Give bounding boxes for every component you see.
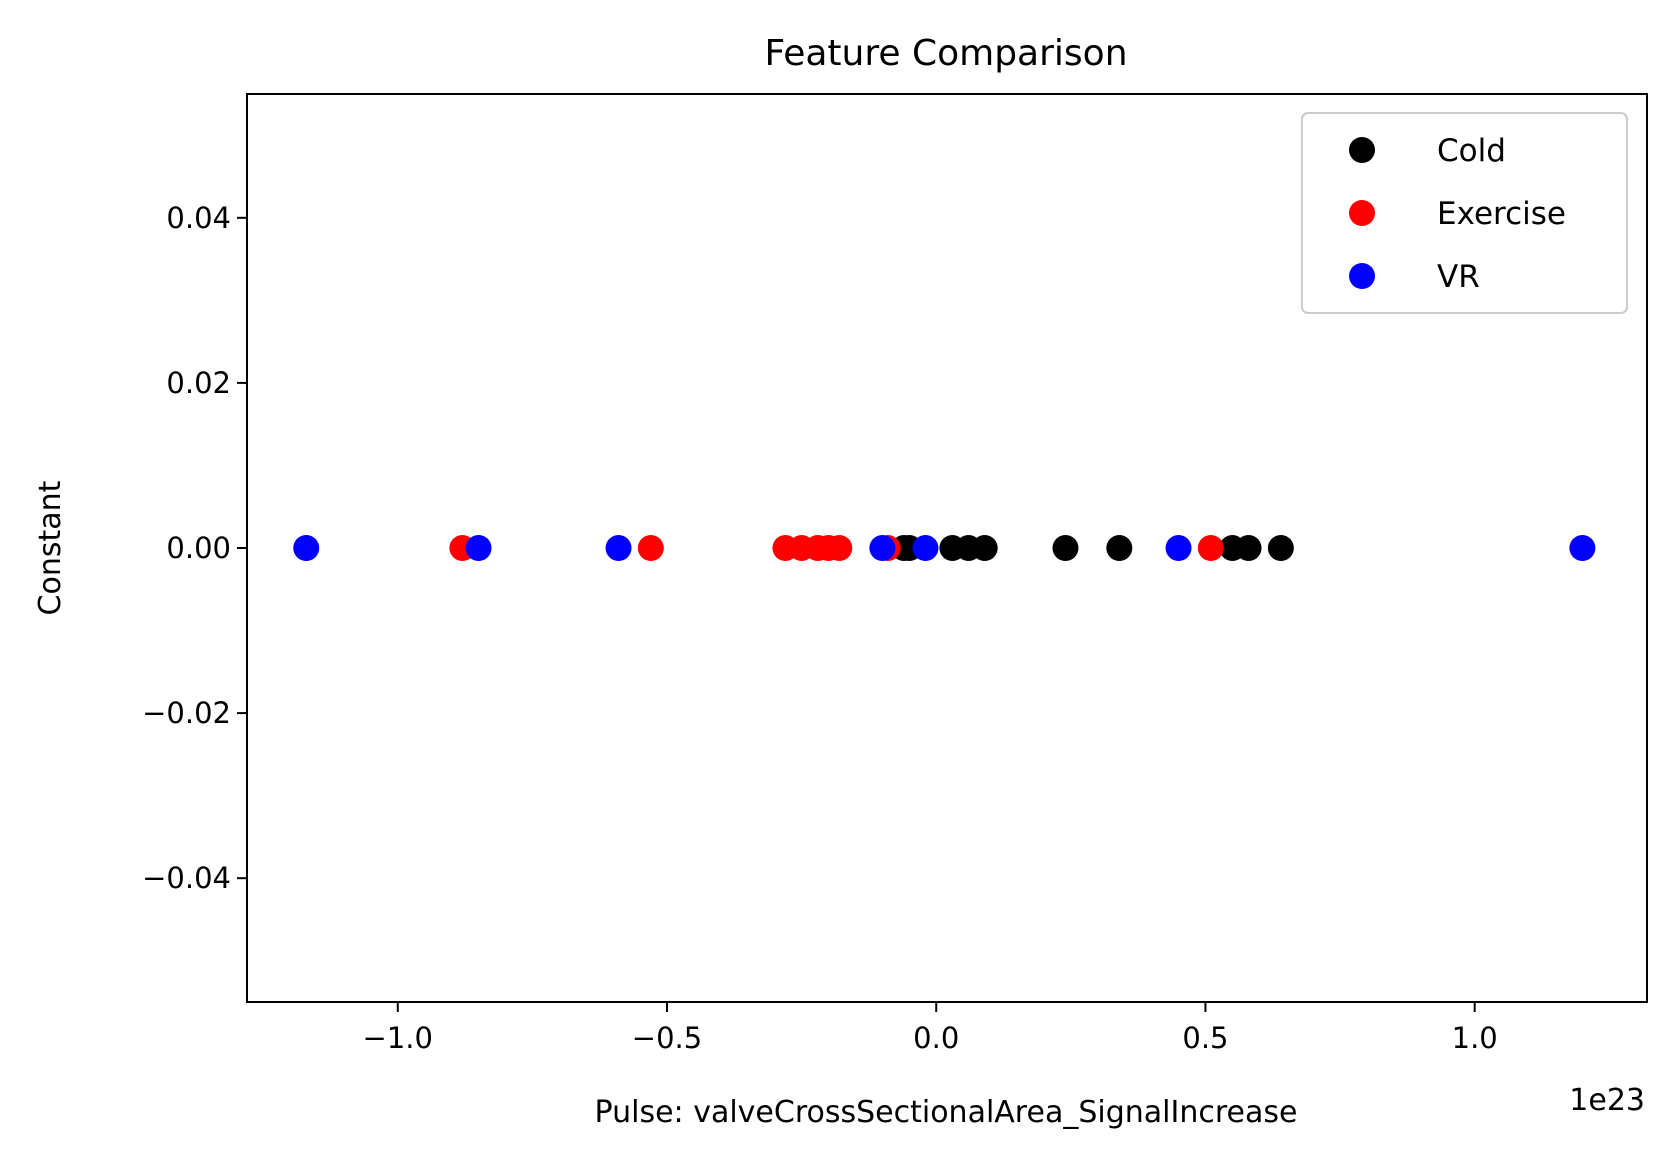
legend-label-vr: VR — [1437, 259, 1480, 295]
legend: Cold Exercise VR — [1301, 112, 1628, 314]
point-vr — [869, 535, 896, 561]
point-vr — [1569, 535, 1596, 561]
point-exercise — [826, 535, 853, 561]
point-vr — [293, 535, 320, 561]
point-cold — [1052, 535, 1079, 561]
chart-title: Feature Comparison — [764, 33, 1127, 74]
legend-label-exercise: Exercise — [1437, 196, 1566, 232]
point-vr — [912, 535, 939, 561]
point-exercise — [637, 535, 664, 561]
legend-marker-exercise — [1349, 200, 1375, 226]
legend-marker-cold — [1349, 137, 1375, 163]
y-tick-label: 0.04 — [166, 201, 231, 235]
plot-frame — [246, 93, 1648, 1003]
x-offset-text: 1e23 — [1569, 1083, 1645, 1118]
y-tick-label: 0.00 — [166, 531, 231, 565]
x-tick-label: 0.5 — [1182, 1021, 1228, 1055]
x-tick-label: 1.0 — [1452, 1021, 1498, 1055]
y-tick-label: −0.04 — [142, 861, 231, 895]
legend-label-cold: Cold — [1437, 133, 1506, 169]
x-tick-label: −1.0 — [363, 1021, 433, 1055]
y-tick-label: −0.02 — [142, 696, 231, 730]
x-axis-title: Pulse: valveCrossSectionalArea_SignalInc… — [595, 1095, 1298, 1130]
point-vr — [1165, 535, 1192, 561]
data-points — [293, 535, 1596, 561]
legend-frame — [1301, 112, 1628, 314]
point-exercise — [1197, 535, 1224, 561]
y-tick-label: 0.02 — [166, 366, 231, 400]
point-cold — [1267, 535, 1294, 561]
x-axis: −1.0 −0.5 0.0 0.5 1.0 — [363, 1002, 1498, 1055]
point-vr — [605, 535, 632, 561]
point-cold — [971, 535, 998, 561]
y-axis-title: Constant — [33, 480, 68, 615]
x-tick-label: 0.0 — [913, 1021, 959, 1055]
x-tick-label: −0.5 — [632, 1021, 702, 1055]
legend-marker-vr — [1349, 263, 1375, 289]
y-axis: 0.04 0.02 0.00 −0.02 −0.04 — [142, 201, 247, 895]
point-vr — [465, 535, 492, 561]
point-cold — [1106, 535, 1133, 561]
point-cold — [1235, 535, 1262, 561]
